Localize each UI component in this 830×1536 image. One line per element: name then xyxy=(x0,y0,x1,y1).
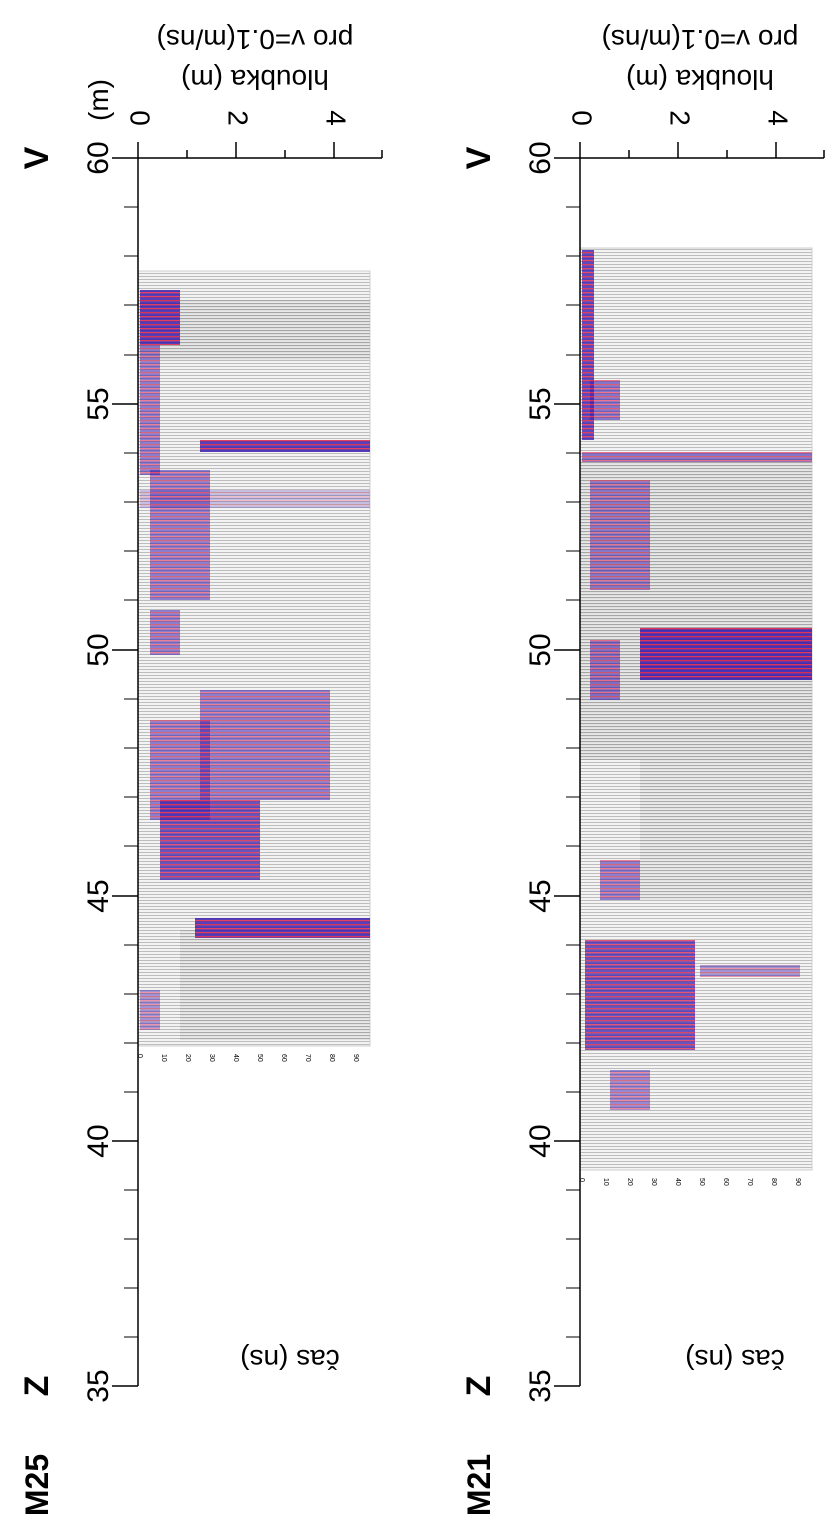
depth-tick-labels-m25: 0 2 4 xyxy=(125,110,352,126)
end-label-v: V xyxy=(460,146,498,169)
distance-tick-label: 55 xyxy=(524,387,557,420)
time-tick-label: 70 xyxy=(304,1054,311,1062)
distance-tick-label: 60 xyxy=(524,141,557,174)
radargram-m25 xyxy=(137,270,371,1047)
time-tick-label: 80 xyxy=(770,1178,777,1186)
end-label-z: Z xyxy=(460,1376,498,1397)
time-tick-labels-m25: 0 10 20 30 40 50 60 70 80 90 xyxy=(136,1054,359,1062)
end-label-z: Z xyxy=(18,1376,56,1397)
distance-tick-label: 40 xyxy=(524,1124,557,1157)
distance-unit-label: (m) xyxy=(83,79,114,121)
depth-tick-label: 4 xyxy=(321,110,352,126)
depth-tick-label: 4 xyxy=(763,110,794,126)
time-tick-label: 60 xyxy=(280,1054,287,1062)
depth-tick-labels-m21: 0 2 4 xyxy=(567,110,794,126)
time-tick-labels-m21: 0 10 20 30 40 50 60 70 80 90 xyxy=(578,1178,801,1186)
depth-axis-label-line2: pro v=0.1(m/ns) xyxy=(157,24,354,55)
time-tick-label: 20 xyxy=(626,1178,633,1186)
profile-m21: 60 55 50 45 40 35 V Z M21 0 2 4 hloubka … xyxy=(460,24,825,1516)
time-tick-label: 0 xyxy=(578,1178,585,1182)
time-tick-label: 60 xyxy=(722,1178,729,1186)
distance-tick-labels-m21: 60 55 50 45 40 35 xyxy=(524,141,557,1402)
time-axis-label: čas (ns) xyxy=(685,1344,785,1375)
distance-tick-label: 50 xyxy=(524,633,557,666)
time-tick-label: 40 xyxy=(674,1178,681,1186)
profile-name-m25: M25 xyxy=(19,1454,55,1516)
end-label-v: V xyxy=(18,146,56,169)
depth-tick-label: 0 xyxy=(125,110,156,126)
profile-m25: 60 55 50 45 40 35 (m) V Z M25 0 2 4 hlou… xyxy=(18,24,383,1516)
distance-tick-label: 45 xyxy=(82,879,115,912)
time-tick-label: 90 xyxy=(794,1178,801,1186)
time-tick-label: 10 xyxy=(160,1054,167,1062)
distance-tick-label: 45 xyxy=(524,879,557,912)
distance-tick-label: 35 xyxy=(524,1369,557,1402)
axes-m21 xyxy=(554,142,825,1387)
depth-tick-label: 2 xyxy=(223,110,254,126)
distance-tick-label: 50 xyxy=(82,633,115,666)
distance-tick-label: 40 xyxy=(82,1124,115,1157)
depth-axis-label-line1: hloubka (m) xyxy=(626,64,774,95)
time-tick-label: 20 xyxy=(184,1054,191,1062)
profile-name-m21: M21 xyxy=(461,1454,497,1516)
time-tick-label: 80 xyxy=(328,1054,335,1062)
distance-tick-label: 55 xyxy=(82,387,115,420)
distance-tick-label: 35 xyxy=(82,1369,115,1402)
radargram-m21 xyxy=(579,247,813,1171)
time-tick-label: 30 xyxy=(208,1054,215,1062)
time-tick-label: 40 xyxy=(232,1054,239,1062)
axes-m25 xyxy=(112,142,383,1387)
time-tick-label: 50 xyxy=(256,1054,263,1062)
time-tick-label: 90 xyxy=(352,1054,359,1062)
time-axis-label: čas (ns) xyxy=(240,1344,340,1375)
distance-tick-labels-m25: 60 55 50 45 40 35 xyxy=(82,141,115,1402)
depth-axis-label-line1: hloubka (m) xyxy=(181,64,329,95)
depth-tick-label: 2 xyxy=(665,110,696,126)
time-tick-label: 30 xyxy=(650,1178,657,1186)
depth-axis-label-line2: pro v=0.1(m/ns) xyxy=(602,24,799,55)
distance-tick-label: 60 xyxy=(82,141,115,174)
time-tick-label: 50 xyxy=(698,1178,705,1186)
time-tick-label: 70 xyxy=(746,1178,753,1186)
time-tick-label: 0 xyxy=(136,1054,143,1058)
time-tick-label: 10 xyxy=(602,1178,609,1186)
depth-tick-label: 0 xyxy=(567,110,598,126)
